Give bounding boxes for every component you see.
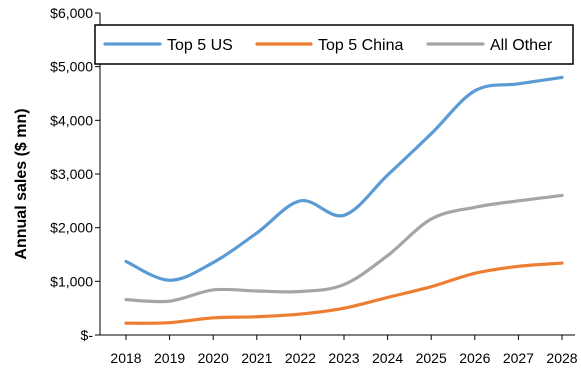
- x-tick-label: 2022: [285, 350, 316, 366]
- series-lines: [124, 75, 564, 325]
- series-line-top-5-us: [124, 75, 564, 282]
- x-tick-label: 2024: [372, 350, 403, 366]
- y-axis-title: Annual sales ($ mn): [13, 108, 30, 259]
- y-tick-label: $4,000: [50, 112, 93, 128]
- x-tick-label: 2018: [110, 350, 141, 366]
- y-tick-label: $3,000: [50, 166, 93, 182]
- legend-label-all-other: All Other: [490, 37, 553, 54]
- x-tick-label: 2025: [416, 350, 447, 366]
- x-tick-label: 2028: [546, 350, 577, 366]
- series-line-top-5-china: [124, 261, 564, 325]
- legend-box: [94, 24, 574, 65]
- y-tick-label: $6,000: [50, 5, 93, 21]
- y-tick-label: $2,000: [50, 220, 93, 236]
- y-tick-label: $-: [81, 327, 94, 343]
- y-axis-title-group: Annual sales ($ mn): [13, 108, 30, 259]
- y-tick-label: $5,000: [50, 59, 93, 75]
- x-tick-labels: 2018 2019 2020 2021 2022 2023 2024 2025 2026 2027…: [110, 350, 577, 366]
- x-tick-label: 2023: [328, 350, 359, 366]
- legend: Top 5 US Top 5 China All Other: [94, 24, 574, 65]
- y-tick-label: $1,000: [50, 273, 93, 289]
- x-tick-label: 2027: [503, 350, 534, 366]
- legend-label-top-5-china: Top 5 China: [318, 37, 403, 54]
- y-tick-labels: $- $1,000 $2,000 $3,000 $4,000 $5,000 $6,000: [50, 5, 93, 343]
- x-tick-label: 2026: [459, 350, 490, 366]
- x-tick-label: 2021: [241, 350, 272, 366]
- legend-label-top-5-us: Top 5 US: [167, 37, 233, 54]
- x-tick-label: 2019: [154, 350, 185, 366]
- x-tick-label: 2020: [198, 350, 229, 366]
- series-line-all-other: [124, 193, 564, 304]
- axes: [95, 12, 575, 340]
